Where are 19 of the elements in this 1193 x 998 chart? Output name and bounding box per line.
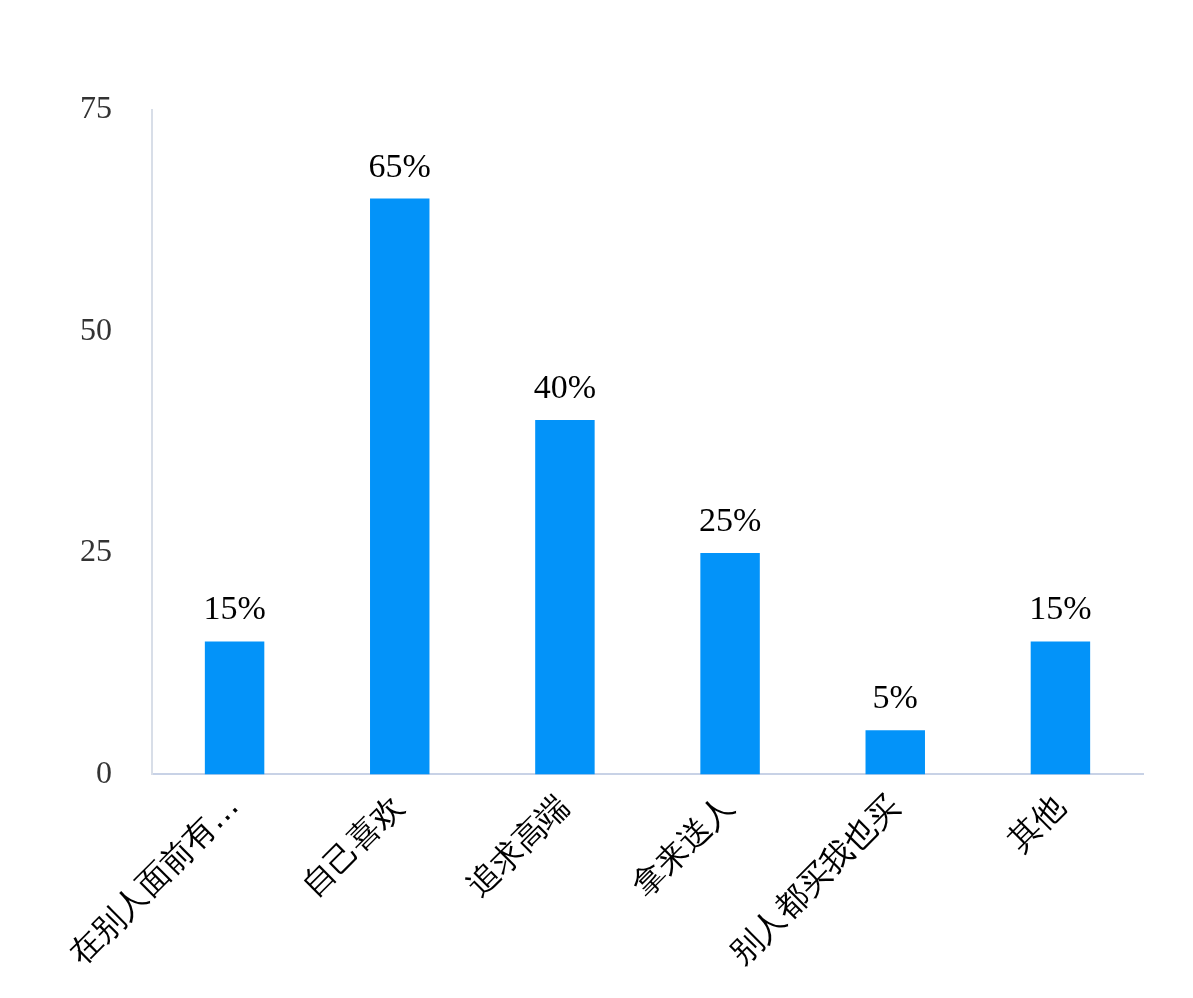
data-label: 15% xyxy=(1029,589,1092,627)
data-label: 5% xyxy=(872,678,918,716)
bar xyxy=(865,730,925,775)
data-label: 15% xyxy=(203,589,266,627)
bar xyxy=(370,198,430,775)
x-tick-label: 拿来送人 xyxy=(624,786,742,905)
data-label: 65% xyxy=(368,146,431,184)
y-tick-label: 50 xyxy=(80,310,112,347)
bar xyxy=(204,641,265,775)
data-label: 25% xyxy=(698,500,762,538)
x-tick-label: 自己喜欢 xyxy=(293,786,412,905)
x-tick-label: 追求高端 xyxy=(459,786,577,905)
bar xyxy=(1030,641,1091,775)
y-tick-label: 25 xyxy=(80,532,112,569)
x-tick-label: 其他 xyxy=(999,786,1072,859)
bar xyxy=(535,420,595,775)
y-tick-label: 75 xyxy=(80,89,112,126)
bar xyxy=(700,552,760,775)
data-label: 40% xyxy=(533,368,597,405)
